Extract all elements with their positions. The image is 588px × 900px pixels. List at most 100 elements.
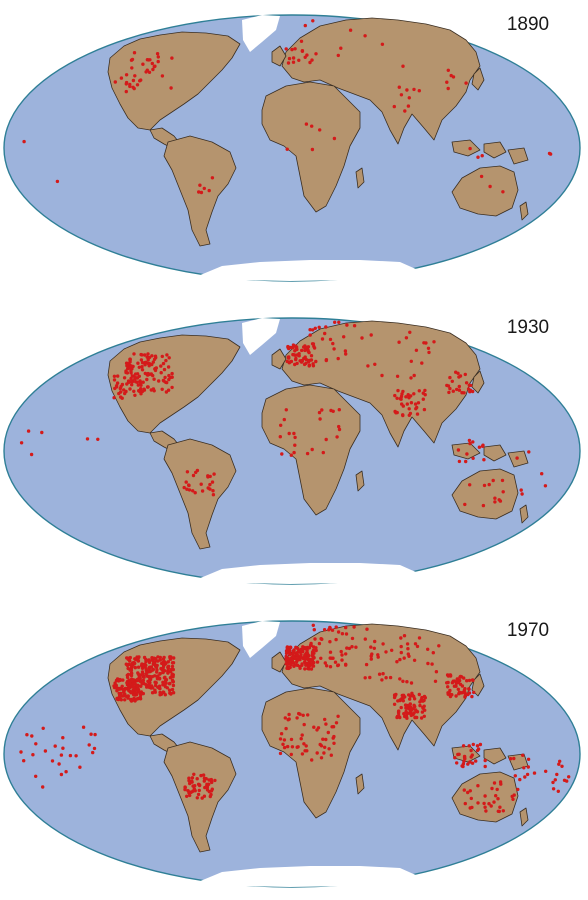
station-dot <box>144 683 148 687</box>
station-dot <box>415 412 420 416</box>
station-dot <box>354 645 358 649</box>
station-dot <box>61 746 65 750</box>
station-dot <box>333 320 337 324</box>
station-dot <box>53 744 57 748</box>
station-dot <box>456 687 460 691</box>
station-dot <box>409 376 413 380</box>
station-dot <box>526 757 531 761</box>
station-dot <box>471 678 475 683</box>
station-dot <box>291 343 296 347</box>
station-dot <box>139 392 143 396</box>
station-dot <box>414 708 418 712</box>
station-dot <box>390 648 394 652</box>
station-dot <box>501 490 505 494</box>
station-dot <box>466 692 470 697</box>
station-dot <box>303 23 307 28</box>
station-dot <box>501 190 505 194</box>
station-dot <box>139 383 143 387</box>
station-dot <box>284 47 288 51</box>
station-dot <box>135 697 139 701</box>
station-dot <box>183 785 187 789</box>
station-dot <box>171 683 176 688</box>
station-dot <box>171 661 176 665</box>
station-dot <box>468 146 472 151</box>
station-dot <box>153 368 158 373</box>
station-dot <box>140 682 144 686</box>
station-dot <box>401 64 405 68</box>
station-dot <box>128 84 132 89</box>
station-dot <box>156 55 160 59</box>
station-dot <box>208 482 212 487</box>
station-dot <box>311 19 315 23</box>
station-dot <box>470 694 474 699</box>
station-dot <box>467 687 471 691</box>
station-dot <box>291 56 296 60</box>
station-dot <box>457 752 461 756</box>
station-dot <box>119 76 124 80</box>
station-dot <box>112 378 117 382</box>
station-dot <box>188 793 192 798</box>
station-dot <box>91 750 95 755</box>
station-dot <box>540 472 544 476</box>
station-dot <box>511 797 515 801</box>
station-dot <box>139 684 143 688</box>
station-dot <box>171 679 175 684</box>
station-dot <box>305 451 310 456</box>
station-dot <box>141 62 145 66</box>
station-dot <box>297 58 301 62</box>
station-dot <box>446 68 450 73</box>
station-dot <box>165 353 169 357</box>
station-dot <box>193 784 197 788</box>
station-dot <box>129 672 134 676</box>
station-dot <box>126 657 130 661</box>
station-dot <box>363 676 367 680</box>
station-dot <box>384 650 388 654</box>
station-dot <box>119 390 123 394</box>
station-dot <box>164 678 168 683</box>
station-dot <box>167 682 172 686</box>
station-dot <box>497 809 501 814</box>
station-dot <box>285 646 289 650</box>
station-dot <box>313 326 317 330</box>
station-dot <box>137 655 141 659</box>
station-dot <box>125 371 130 375</box>
station-dot <box>299 39 304 43</box>
station-dot <box>296 657 300 661</box>
station-dot <box>412 658 417 662</box>
station-dot <box>152 357 157 361</box>
station-dot <box>426 661 430 666</box>
station-dot <box>480 444 485 448</box>
station-dot <box>193 491 197 495</box>
station-dot <box>451 389 455 393</box>
station-dot <box>280 452 284 456</box>
station-dot <box>294 356 298 361</box>
station-dot <box>129 364 134 369</box>
station-dot <box>115 697 120 701</box>
station-dot <box>501 809 505 813</box>
station-dot <box>163 675 167 679</box>
station-dot <box>207 188 211 193</box>
station-dot <box>405 402 409 406</box>
station-dot <box>334 637 338 642</box>
station-dot <box>454 694 458 698</box>
station-dot <box>135 83 140 87</box>
station-dot <box>140 368 145 372</box>
station-dot <box>282 417 286 422</box>
station-dot <box>334 625 338 629</box>
station-dot <box>150 691 155 695</box>
station-dot <box>291 649 296 653</box>
station-dot <box>324 358 328 363</box>
station-dot <box>412 392 416 396</box>
station-dot <box>448 386 452 391</box>
station-dot <box>401 679 405 683</box>
station-dot <box>196 792 201 797</box>
station-dot <box>130 679 134 683</box>
station-dot <box>322 628 327 632</box>
station-dot <box>381 642 385 646</box>
station-dot <box>408 411 413 416</box>
station-dot <box>467 744 471 748</box>
station-dot <box>125 681 129 685</box>
station-dot <box>447 390 451 395</box>
station-dot <box>296 745 300 749</box>
station-dot <box>151 67 155 72</box>
